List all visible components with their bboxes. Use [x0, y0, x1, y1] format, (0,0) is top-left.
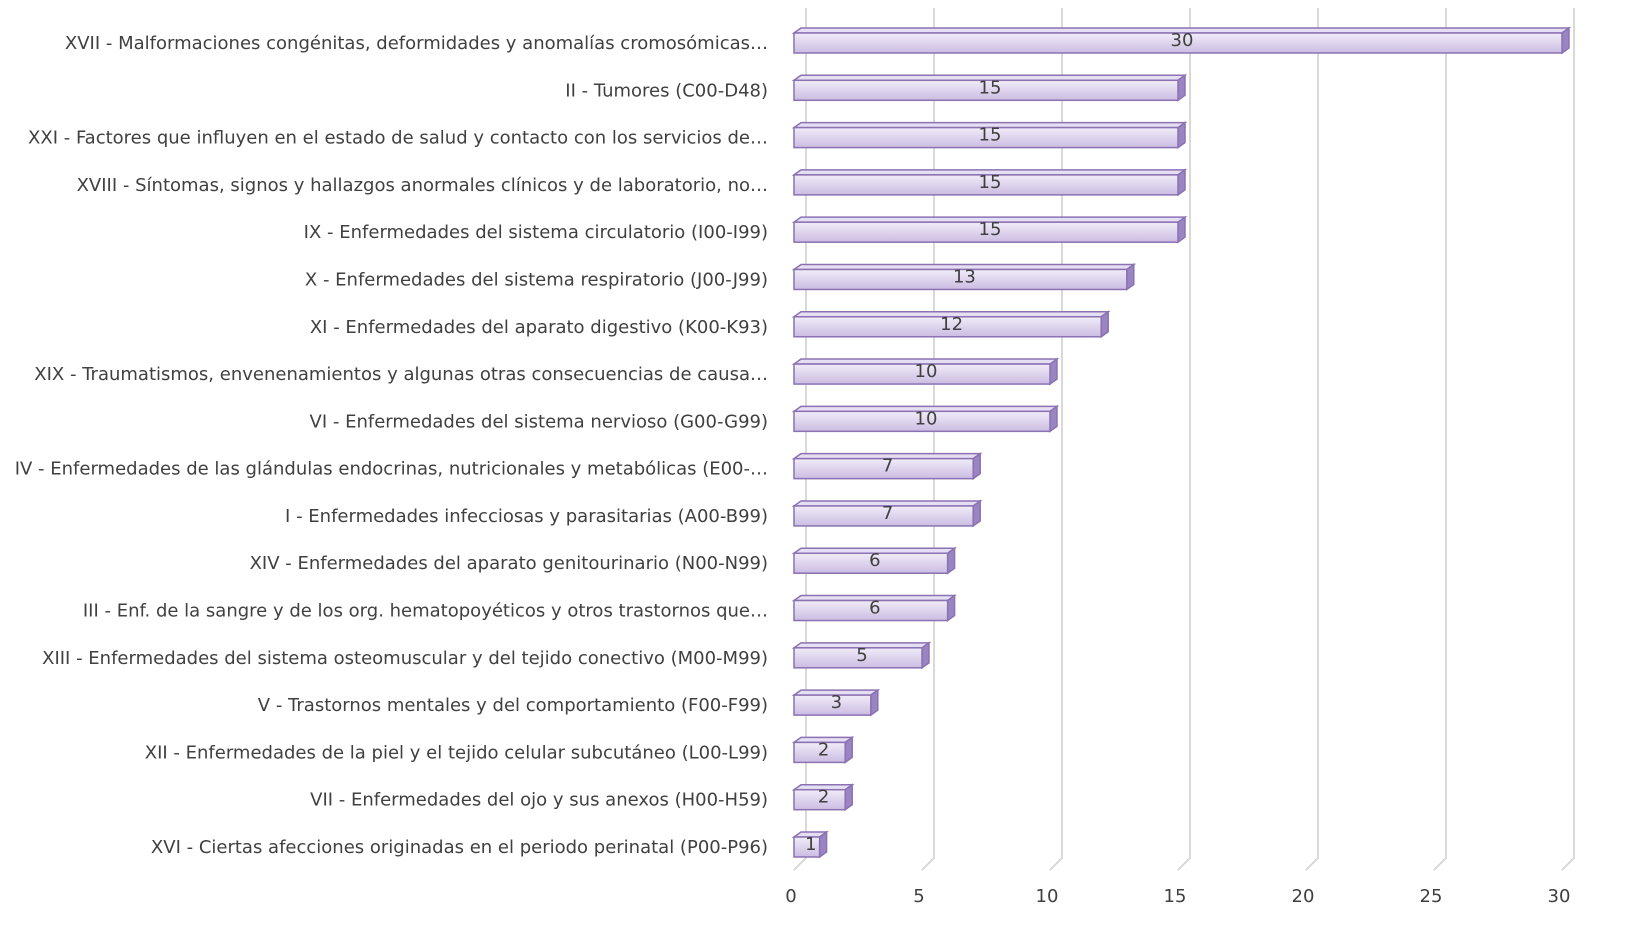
y-tick-label: IX - Enfermedades del sistema circulator…: [304, 222, 768, 243]
data-label: 6: [869, 598, 880, 619]
y-tick-label: II - Tumores (C00-D48): [565, 80, 768, 101]
y-tick-label: I - Enfermedades infecciosas y parasitar…: [285, 506, 768, 527]
data-label: 5: [856, 645, 867, 666]
bar: [793, 221, 1179, 243]
bar: [793, 647, 923, 669]
bar-side: [921, 641, 930, 670]
y-tick-label: X - Enfermedades del sistema respiratori…: [305, 269, 768, 290]
data-label: 13: [953, 266, 976, 287]
y-tick-label: IV - Enfermedades de las glándulas endoc…: [15, 459, 768, 480]
data-label: 15: [979, 219, 1002, 240]
y-tick-label: XXI - Factores que influyen en el estado…: [28, 128, 768, 149]
y-tick-label: XI - Enfermedades del aparato digestivo …: [310, 317, 768, 338]
bar: [793, 32, 1563, 54]
y-tick-label: XII - Enfermedades de la piel y el tejid…: [145, 742, 768, 763]
data-label: 15: [979, 125, 1002, 146]
x-tick-label: 25: [1420, 886, 1443, 907]
x-tick-label: 20: [1292, 886, 1315, 907]
bar-side: [1177, 215, 1186, 244]
y-tick-label: XVII - Malformaciones congénitas, deform…: [65, 33, 768, 54]
y-tick-label: XVIII - Síntomas, signos y hallazgos ano…: [77, 175, 768, 196]
bar-side: [972, 499, 981, 528]
x-tick-label: 30: [1548, 886, 1571, 907]
bar-side: [870, 688, 879, 717]
bar: [793, 741, 846, 764]
data-label: 3: [831, 692, 842, 713]
bar-side: [1561, 26, 1570, 55]
data-label: 30: [1171, 30, 1194, 51]
grid-line: [921, 8, 935, 871]
bar-side: [1177, 121, 1186, 150]
bar: [793, 268, 1128, 291]
grid-line: [1049, 8, 1063, 871]
x-tick-label: 5: [913, 886, 924, 907]
bar: [793, 410, 1051, 433]
bar-side: [844, 735, 853, 764]
grid-line: [1561, 8, 1575, 871]
y-tick-label: XIII - Enfermedades del sistema osteomus…: [42, 648, 768, 669]
y-tick-label: VII - Enfermedades del ojo y sus anexos …: [310, 790, 768, 811]
bar: [793, 126, 1179, 149]
data-label: 2: [818, 739, 829, 760]
bar-side: [1126, 263, 1135, 291]
data-label: 10: [915, 408, 938, 429]
bar: [793, 457, 974, 480]
bar-side: [1049, 357, 1058, 386]
bar: [793, 174, 1179, 196]
y-tick-label: V - Trastornos mentales y del comportami…: [258, 695, 768, 716]
x-tick-label: 15: [1164, 886, 1187, 907]
bar: [793, 79, 1179, 102]
y-tick-label: III - Enf. de la sangre y de los org. he…: [83, 601, 768, 622]
bar-side: [1049, 404, 1058, 433]
y-tick-label: XIX - Traumatismos, envenenamientos y al…: [34, 364, 768, 385]
bar-side: [1100, 310, 1109, 339]
data-label: 15: [979, 172, 1002, 193]
bar: [793, 363, 1051, 385]
bar-side: [1177, 168, 1186, 197]
data-label: 6: [869, 550, 880, 571]
bar-side: [844, 783, 853, 812]
bar: [793, 788, 846, 811]
bar: [793, 694, 872, 716]
grid-line: [1177, 8, 1191, 871]
data-label: 12: [940, 314, 963, 335]
bar: [793, 505, 974, 527]
bar: [793, 316, 1102, 338]
bar-side: [818, 830, 828, 859]
bar-side: [1177, 73, 1186, 102]
bar: [793, 599, 949, 622]
y-tick-label: XVI - Ciertas afecciones originadas en e…: [151, 837, 768, 858]
bar: [793, 552, 949, 574]
bar-side: [946, 594, 956, 622]
grid-line: [793, 8, 807, 871]
data-label: 10: [915, 361, 938, 382]
data-label: 2: [818, 787, 829, 808]
bar: [793, 836, 821, 858]
data-label: 1: [805, 834, 816, 855]
grid-line: [1433, 8, 1447, 871]
data-label: 15: [979, 77, 1002, 98]
y-tick-label: XIV - Enfermedades del aparato genitouri…: [250, 553, 768, 574]
y-tick-label: VI - Enfermedades del sistema nervioso (…: [310, 411, 768, 432]
data-label: 7: [882, 456, 893, 477]
x-tick-label: 0: [785, 886, 796, 907]
data-label: 7: [882, 503, 893, 524]
bar-side: [946, 546, 956, 575]
grid-line: [1305, 8, 1319, 871]
x-tick-label: 10: [1036, 886, 1059, 907]
bar-side: [972, 452, 981, 481]
